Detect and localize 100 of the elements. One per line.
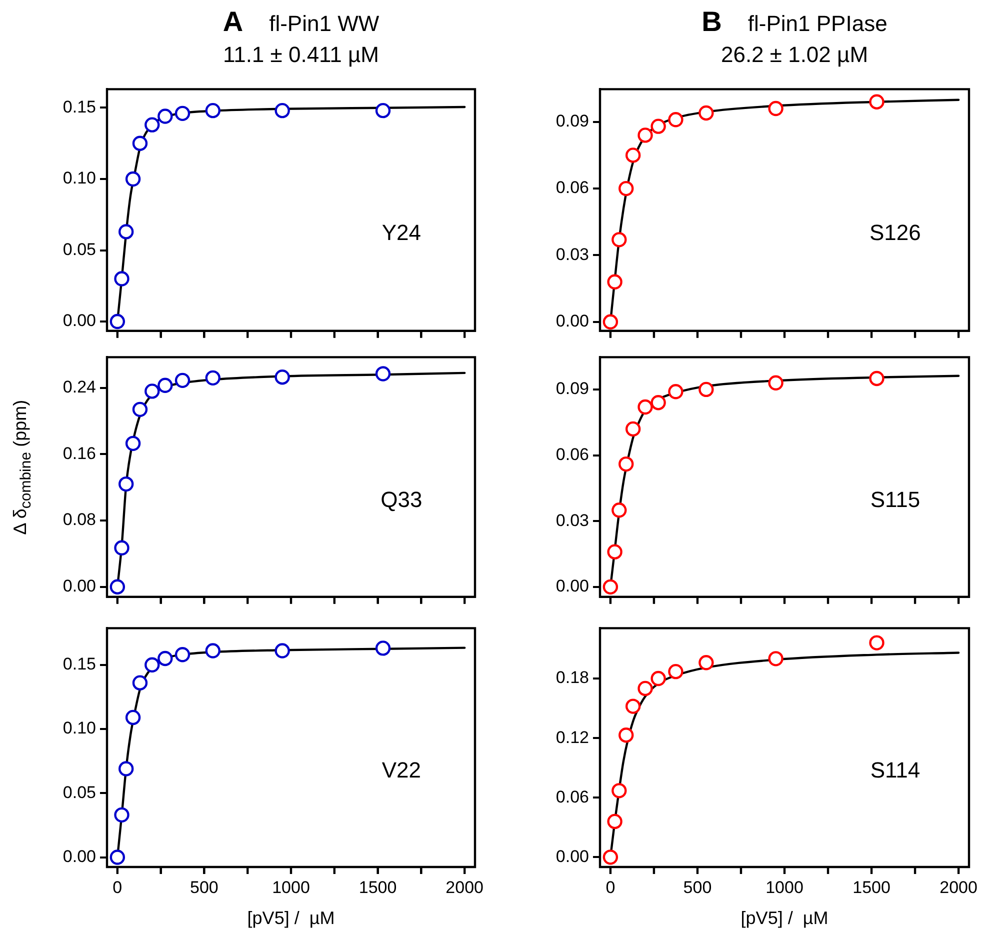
annotation: V22 [382,758,421,783]
y-tick-label: 0.00 [62,846,96,866]
chart-title: A [222,6,244,37]
point [274,102,290,118]
point [125,710,141,726]
y-tick-label: 0.05 [62,240,96,259]
y-tick-label: 0.03 [556,510,589,530]
y-tick-label: 0.10 [62,718,96,738]
point [125,436,141,452]
x-axis-title: [pV5] / µM [740,908,828,928]
point [869,635,884,650]
point [618,456,634,472]
chart-subtitle: fl-Pin1 WW [269,11,380,36]
y-tick-label: 0.06 [556,444,589,464]
point [174,372,190,388]
x-tick-label: 2000 [940,878,978,897]
y-tick-label: 0.00 [62,311,96,330]
point [768,651,784,666]
point [602,314,618,330]
point [650,670,666,686]
y-tick-label: 0.12 [556,728,589,747]
point [668,384,684,400]
point [158,650,173,666]
point [118,761,134,776]
point [174,647,190,662]
point [625,698,641,714]
y-tick-label: 0.09 [556,379,589,398]
point [132,675,148,690]
y-tick-label: 0.08 [62,510,96,530]
y-tick-label: 0.09 [556,112,589,131]
y-tick-label: 0.15 [62,97,96,116]
x-tick-label: 500 [683,878,712,897]
point [650,118,666,134]
y-tick-label: 0.00 [556,576,589,596]
annotation: Y24 [382,220,421,246]
point [650,395,666,410]
annotation: S115 [870,487,920,512]
point [638,128,653,143]
x-axis-title: [pV5] / µM [247,908,335,928]
chart-title: B [702,6,722,37]
point [668,664,684,680]
annotation: S114 [870,758,920,783]
point [158,108,173,124]
y-tick-label: 0.00 [556,312,589,331]
chart-subtitle: fl-Pin1 PPIase [748,11,888,36]
y-tick-label: 0.06 [556,178,589,198]
point [607,274,622,290]
point [869,94,884,110]
point [110,314,126,330]
y-tick-label: 0.24 [62,378,96,397]
text: 26.2 ± 1.02 µM [720,42,870,68]
text: 11.1 ± 0.411 µM [222,42,380,68]
point [118,224,134,240]
point [375,366,391,382]
point [110,850,126,865]
point [607,814,622,830]
point [110,579,126,594]
point [607,544,622,560]
x-tick-label: 1000 [766,878,804,897]
x-tick-label: 500 [190,878,218,897]
point [612,502,627,518]
y-tick-label: 0.05 [62,782,96,802]
point [625,421,641,437]
point [618,727,634,743]
point [205,643,220,658]
point [698,655,714,670]
x-tick-label: 1500 [852,878,890,897]
y-tick-label: 0.00 [62,576,96,596]
point [618,180,634,196]
y-tick-label: 0.03 [556,244,589,264]
point [114,540,130,556]
point [612,783,627,798]
annotation: Q33 [380,487,422,512]
point [125,171,141,187]
point [144,384,160,399]
point [132,136,148,151]
point [274,370,290,385]
point [274,643,290,658]
point [144,657,160,672]
y-tick-label: 0.00 [556,846,589,866]
point [638,399,653,415]
point [602,579,618,595]
point [132,402,148,418]
point [698,105,714,121]
y-tick-label: 0.15 [62,654,96,674]
x-tick-label: 1000 [272,878,310,897]
point [375,102,391,118]
point [114,271,130,286]
point [869,370,884,386]
point [602,850,618,865]
x-tick-label: 2000 [446,878,484,897]
point [668,112,684,128]
annotation: S126 [870,220,921,246]
point [205,102,220,118]
point [118,476,134,492]
point [114,807,130,823]
y-tick-label: 0.10 [62,168,96,188]
point [625,148,641,163]
x-tick-label: 0 [606,878,616,897]
point [768,100,784,116]
